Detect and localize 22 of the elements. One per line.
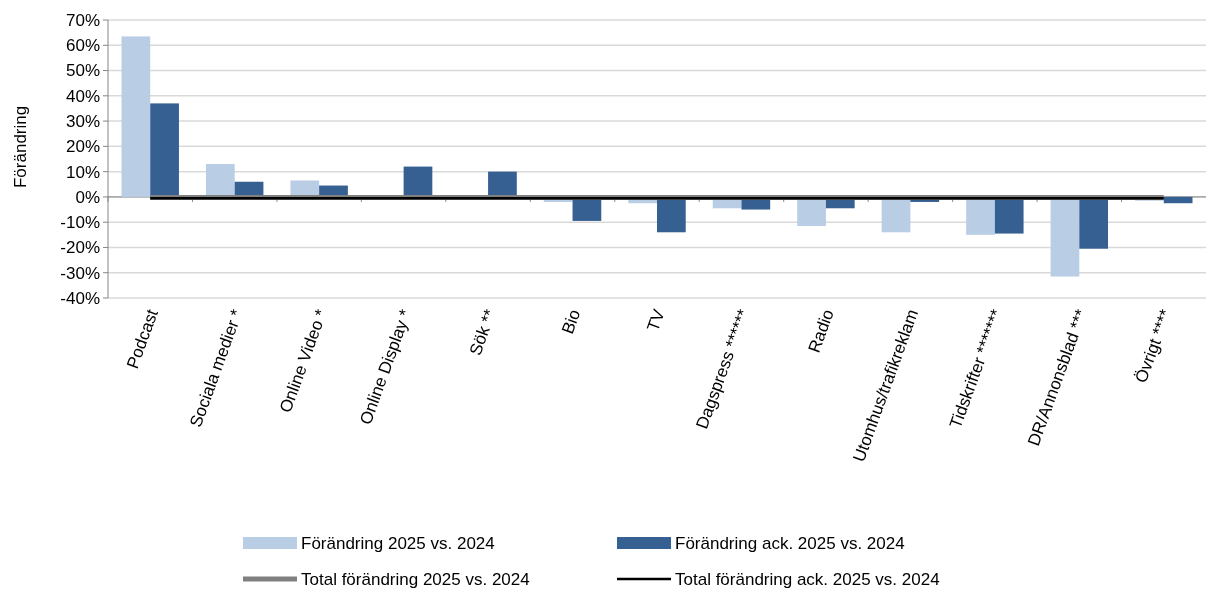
y-tick-label: 50% [65, 61, 100, 81]
y-tick-label: -10% [60, 213, 100, 233]
y-tick-label: 60% [65, 36, 100, 56]
y-tick-label: 0% [75, 187, 100, 207]
y-tick-label: 40% [65, 86, 100, 106]
x-tick-label: Bio [558, 306, 585, 337]
y-tick-label: -30% [60, 263, 100, 283]
y-tick-label: -40% [60, 288, 100, 308]
y-tick-label: 30% [65, 112, 100, 132]
y-tick-label: -20% [60, 238, 100, 258]
x-tick-label: Radio [804, 306, 838, 356]
x-tick-label: TV [643, 306, 669, 334]
y-tick-label: 10% [65, 162, 100, 182]
legend-label: Total förändring ack. 2025 vs. 2024 [675, 569, 940, 589]
x-tick-label: Sök ** [465, 306, 500, 358]
legend-label: Förändring 2025 vs. 2024 [301, 533, 495, 553]
x-tick-label: Online Video * [275, 306, 332, 416]
legend-label: Förändring ack. 2025 vs. 2024 [675, 533, 905, 553]
y-axis-title: Förändring [11, 105, 30, 189]
legend-label: Total förändring 2025 vs. 2024 [301, 569, 530, 589]
y-tick-label: 70% [65, 10, 100, 30]
y-tick-label: 20% [65, 137, 100, 157]
